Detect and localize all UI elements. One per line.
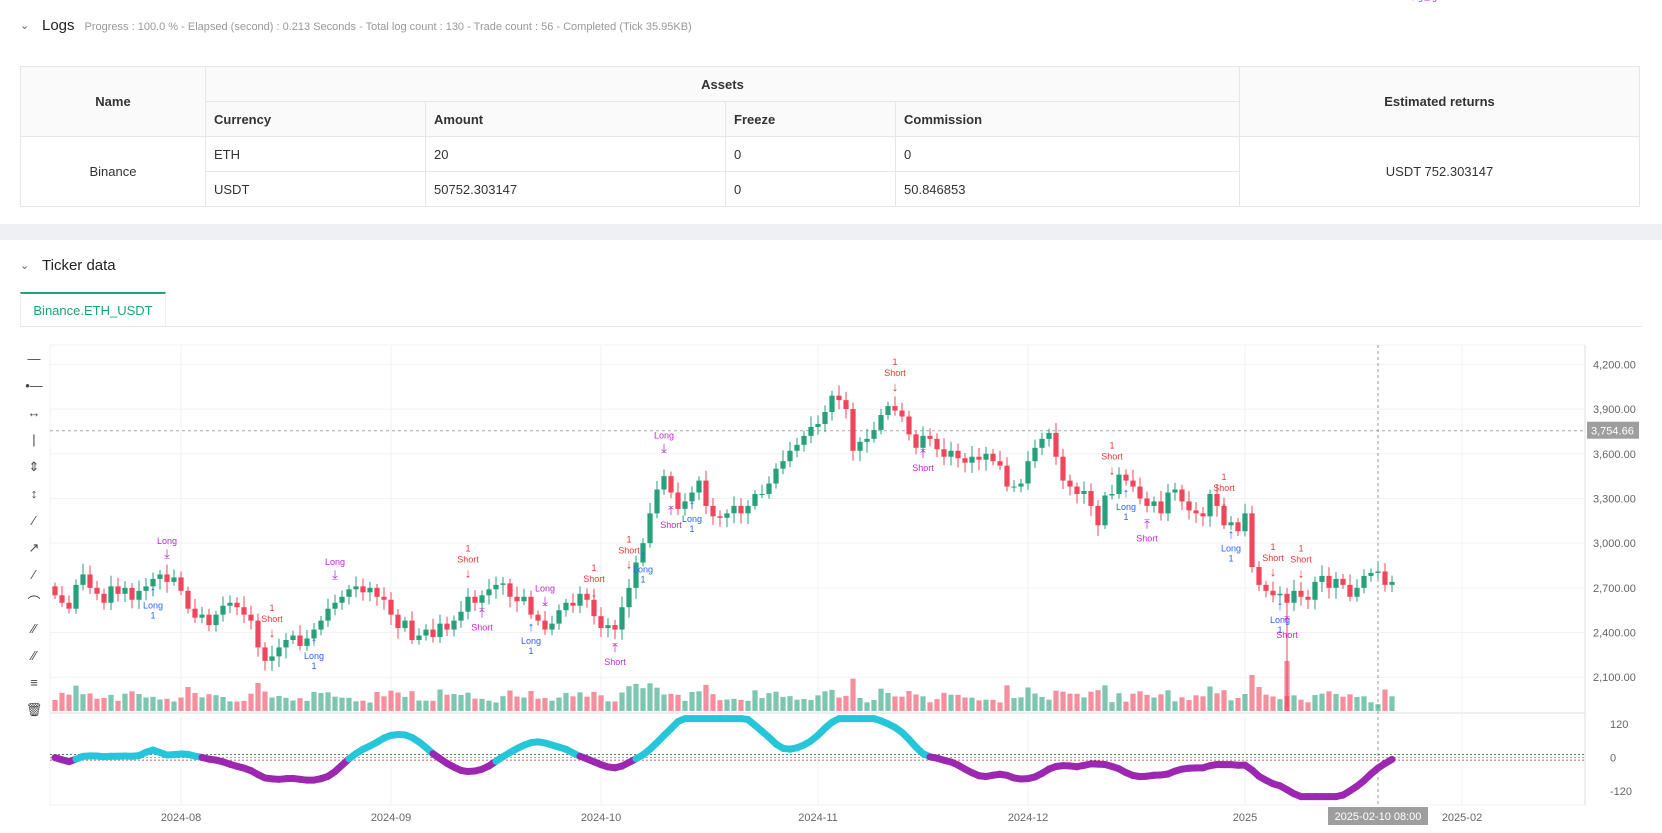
channel-icon[interactable]: ∕∕ <box>31 648 37 663</box>
freeze-cell: 0 <box>725 171 896 207</box>
horizontal-ray-icon[interactable]: •— <box>25 378 43 393</box>
returns-cell: USDT 752.303147 <box>1239 136 1640 207</box>
parallel-lines-icon[interactable]: ∕∕ <box>31 621 37 636</box>
amount-cell: 20 <box>425 136 726 172</box>
extended-line-icon[interactable]: ↔ <box>27 405 41 420</box>
table-row: Binance ETH 20 0 0 USDT 752.303147 <box>20 136 1640 207</box>
chevron-down-icon[interactable]: ⌄ <box>20 20 30 32</box>
legend-short-exit-level[interactable]: ◉ Short Exit Level -9 <box>58 758 161 771</box>
indicator-button[interactable]: Indicator <box>1498 354 1554 374</box>
col-name: Name <box>20 66 206 137</box>
ticker-header[interactable]: ⌄ Ticker data <box>20 257 116 274</box>
ticker-title: Ticker data <box>42 257 116 274</box>
order-button[interactable]: Order <box>1452 354 1496 374</box>
freeze-cell: 0 <box>725 136 896 172</box>
vertical-line-icon[interactable]: | <box>32 432 36 447</box>
eye-icon[interactable]: ◉ <box>58 741 68 753</box>
legend-glow[interactable]: ◉ Glow 1 -78.05 <box>58 794 139 807</box>
vertical-segment-icon[interactable]: ⇕ <box>28 458 40 474</box>
col-amount: Amount <box>425 101 726 137</box>
legend-name: Short Exit Level <box>70 759 148 771</box>
commission-cell: 0 <box>895 136 1240 172</box>
commission-cell: 50.846853 <box>895 171 1240 207</box>
trend-line-icon[interactable]: ∕ <box>32 513 36 528</box>
amount-cell: 50752.303147 <box>425 171 726 207</box>
legend-value: -9 <box>150 759 161 771</box>
eye-icon[interactable]: ◉ <box>58 759 68 771</box>
price-label-icon[interactable]: ⌒ <box>27 595 41 610</box>
assets-table: Name Assets Estimated returns Currency A… <box>20 66 1640 207</box>
ohlc-text: O=2627.18 H=2684.55 L=2559.85 C=2672.78 … <box>58 350 543 362</box>
tab-binance-eth-usdt[interactable]: Binance.ETH_USDT <box>20 292 166 326</box>
legend-value: 11 <box>148 741 161 753</box>
segment-icon[interactable]: ∕ <box>32 567 36 582</box>
legend-entry-level[interactable]: ◉ Entry Level 0 <box>58 722 135 735</box>
col-freeze: Freeze <box>725 101 896 137</box>
exchange-cell: Binance <box>20 136 206 207</box>
col-commission: Commission <box>895 101 1240 137</box>
currency-cell: ETH <box>205 136 426 172</box>
legend-value: -78.05 <box>194 777 227 789</box>
horizontal-line-icon[interactable]: — <box>27 351 41 366</box>
col-currency: Currency <box>205 101 426 137</box>
eye-icon[interactable]: ◉ <box>58 368 68 380</box>
vertical-ray-icon[interactable]: ↕ <box>30 486 38 501</box>
fibonacci-icon[interactable]: ≡ <box>30 675 38 690</box>
legend-momentum-waves[interactable]: ◉ Norm Momentum Waves -78.05 <box>58 776 226 789</box>
logs-header[interactable]: ⌄ Logs Progress : 100.0 % - Elapsed (sec… <box>20 17 692 34</box>
legend-name: Glow 1 <box>70 795 105 807</box>
legend-name: Norm Momentum Waves <box>70 777 192 789</box>
eye-icon[interactable]: ◉ <box>58 795 68 807</box>
legend-name: Long Exit Level <box>70 741 146 753</box>
currency-cell: USDT <box>205 171 426 207</box>
drawing-toolbar: — •— ↔ | ⇕ ↕ ∕ ↗ ∕ ⌒ ∕∕ ∕∕ ≡ 🗑 <box>20 345 48 723</box>
tab-divider <box>20 326 1642 327</box>
trash-icon[interactable]: 🗑 <box>25 701 43 717</box>
col-assets: Assets <box>205 66 1240 102</box>
logs-title: Logs <box>42 17 75 34</box>
signal-label: signal <box>70 368 100 380</box>
ray-line-icon[interactable]: ↗ <box>28 539 40 555</box>
legend-value: 0 <box>128 723 135 735</box>
col-returns: Estimated returns <box>1239 66 1640 137</box>
eye-icon[interactable]: ◉ <box>58 723 68 735</box>
fullscreen-icon[interactable]: ⤢ <box>1556 354 1576 374</box>
legend-value: -78.05 <box>107 795 140 807</box>
eye-icon[interactable]: ◉ <box>58 777 68 789</box>
ohlc-readout: O=2627.18 H=2684.55 L=2559.85 C=2672.78 … <box>58 350 542 362</box>
logs-panel: ⌄ Logs Progress : 100.0 % - Elapsed (sec… <box>0 0 1662 224</box>
chevron-down-icon[interactable]: ⌄ <box>20 260 30 272</box>
logs-progress: Progress : 100.0 % - Elapsed (second) : … <box>84 21 692 33</box>
legend-name: Entry Level <box>70 723 126 735</box>
ticker-panel <box>0 240 1662 833</box>
legend-long-exit-level[interactable]: ◉ Long Exit Level 11 <box>58 740 160 753</box>
table-row: USDT 50752.303147 0 50.846853 <box>21 171 1640 207</box>
signal-legend[interactable]: ◉ signal <box>58 367 99 380</box>
